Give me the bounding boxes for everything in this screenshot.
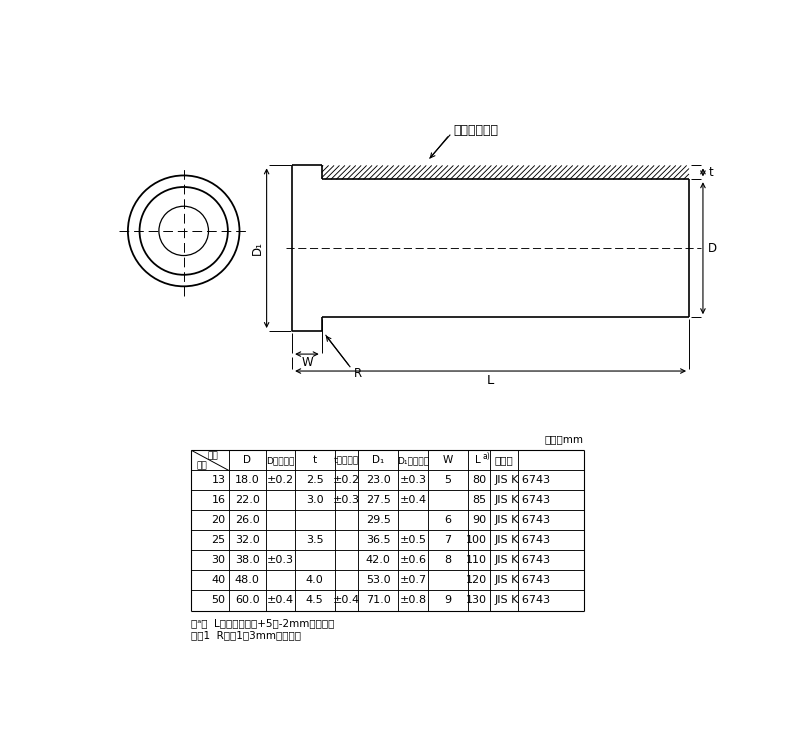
Text: ±0.5: ±0.5 <box>400 535 426 545</box>
Text: ±0.4: ±0.4 <box>266 595 294 606</box>
Text: D₁: D₁ <box>372 455 384 465</box>
Text: 9: 9 <box>445 595 451 606</box>
Text: t: t <box>313 455 317 465</box>
Text: 4.0: 4.0 <box>306 576 323 585</box>
Text: t: t <box>708 166 713 179</box>
Text: 5: 5 <box>445 475 451 486</box>
Text: 120: 120 <box>466 576 486 585</box>
Text: L: L <box>474 455 480 465</box>
Text: JIS K 6743: JIS K 6743 <box>494 576 550 585</box>
Text: JIS K 6743: JIS K 6743 <box>494 475 550 486</box>
Text: 80: 80 <box>473 475 486 486</box>
Text: 6: 6 <box>445 515 451 525</box>
Text: 注記1  Rは、1～3mmとする。: 注記1 Rは、1～3mmとする。 <box>191 630 302 640</box>
Text: ±0.2: ±0.2 <box>266 475 294 486</box>
Text: ±0.3: ±0.3 <box>400 475 426 486</box>
Text: 110: 110 <box>466 556 486 565</box>
Text: ±0.8: ±0.8 <box>399 595 426 606</box>
Text: D₁の許容差: D₁の許容差 <box>397 456 429 465</box>
Text: 30: 30 <box>211 556 226 565</box>
Text: 23.0: 23.0 <box>366 475 390 486</box>
Text: 4.5: 4.5 <box>306 595 323 606</box>
Text: 25: 25 <box>211 535 226 545</box>
Text: ±0.4: ±0.4 <box>333 595 360 606</box>
Text: 42.0: 42.0 <box>366 556 390 565</box>
Text: 26.0: 26.0 <box>235 515 260 525</box>
Text: D: D <box>708 242 717 255</box>
Text: 85: 85 <box>473 495 486 506</box>
Text: 3.5: 3.5 <box>306 535 323 545</box>
Text: ±0.4: ±0.4 <box>399 495 426 506</box>
Text: ガスケット渝: ガスケット渝 <box>454 124 498 136</box>
Text: 71.0: 71.0 <box>366 595 390 606</box>
Text: 3.0: 3.0 <box>306 495 323 506</box>
Text: Dの許容差: Dの許容差 <box>266 456 294 465</box>
Text: 記号: 記号 <box>208 451 218 460</box>
Text: ±0.2: ±0.2 <box>333 475 360 486</box>
Text: tの許容差: tの許容差 <box>334 456 359 465</box>
Text: 8: 8 <box>445 556 451 565</box>
Text: 単位：mm: 単位：mm <box>545 435 584 444</box>
Text: ±0.7: ±0.7 <box>399 576 426 585</box>
Text: W: W <box>443 455 453 465</box>
Text: ±0.3: ±0.3 <box>333 495 360 506</box>
Text: 32.0: 32.0 <box>235 535 260 545</box>
Text: D: D <box>243 455 251 465</box>
Text: 呆径: 呆径 <box>197 461 208 470</box>
Text: a): a) <box>483 452 490 461</box>
Text: JIS K 6743: JIS K 6743 <box>494 535 550 545</box>
Text: 規　格: 規 格 <box>494 455 513 465</box>
Text: L: L <box>487 374 494 387</box>
Text: 22.0: 22.0 <box>235 495 260 506</box>
Text: JIS K 6743: JIS K 6743 <box>494 515 550 525</box>
Text: R: R <box>354 367 362 380</box>
Text: 50: 50 <box>211 595 226 606</box>
Text: 2.5: 2.5 <box>306 475 323 486</box>
Text: 40: 40 <box>211 576 226 585</box>
Text: 90: 90 <box>473 515 486 525</box>
Text: 29.5: 29.5 <box>366 515 390 525</box>
Text: JIS K 6743: JIS K 6743 <box>494 556 550 565</box>
Text: 16: 16 <box>211 495 226 506</box>
Text: ±0.3: ±0.3 <box>266 556 294 565</box>
Text: JIS K 6743: JIS K 6743 <box>494 595 550 606</box>
Text: 27.5: 27.5 <box>366 495 390 506</box>
Text: ±0.6: ±0.6 <box>400 556 426 565</box>
Text: 53.0: 53.0 <box>366 576 390 585</box>
Text: 48.0: 48.0 <box>235 576 260 585</box>
Text: 注ᵃ）  Lの許容差は、+5／-2mmとする。: 注ᵃ） Lの許容差は、+5／-2mmとする。 <box>191 618 335 628</box>
Text: 130: 130 <box>466 595 486 606</box>
Text: 13: 13 <box>211 475 226 486</box>
Text: 36.5: 36.5 <box>366 535 390 545</box>
Text: W: W <box>301 356 313 369</box>
Text: 100: 100 <box>466 535 486 545</box>
Text: 60.0: 60.0 <box>235 595 259 606</box>
Text: 7: 7 <box>445 535 451 545</box>
Text: 18.0: 18.0 <box>235 475 260 486</box>
Text: JIS K 6743: JIS K 6743 <box>494 495 550 506</box>
Text: 20: 20 <box>211 515 226 525</box>
Text: D₁: D₁ <box>251 241 264 255</box>
Text: 38.0: 38.0 <box>235 556 260 565</box>
